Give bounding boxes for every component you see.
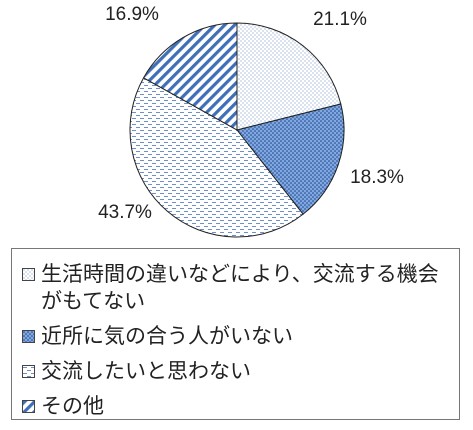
legend-item-1: 生活時間の違いなどにより、交流する機会がもてない (22, 261, 453, 315)
legend-swatch-2 (22, 330, 35, 343)
slice-value-label-2: 18.3% (350, 167, 404, 188)
legend-label-1: 生活時間の違いなどにより、交流する機会がもてない (41, 262, 439, 313)
legend-swatch-3 (22, 365, 35, 378)
legend-label-3: 交流したいと思わない (41, 359, 251, 383)
pie-chart: 21.1% 18.3% 43.7% 16.9% (98, 4, 404, 238)
slice-value-label-4: 16.9% (105, 4, 159, 25)
legend-item-2: 近所に気の合う人がいない (22, 323, 453, 350)
legend-item-3: 交流したいと思わない (22, 358, 453, 385)
pie-slice-1 (236, 22, 342, 131)
pie-slice-2 (236, 103, 345, 215)
slice-value-label-3: 43.7% (98, 202, 152, 223)
legend-label-4: その他 (41, 394, 104, 418)
pie-slice-4 (142, 22, 238, 131)
legend-swatch-1 (22, 268, 35, 281)
legend-label-2: 近所に気の合う人がいない (41, 324, 293, 348)
slice-value-label-1: 21.1% (313, 9, 367, 30)
legend-swatch-4 (22, 400, 35, 413)
chart-legend: 生活時間の違いなどにより、交流する機会がもてない近所に気の合う人がいない 交流した… (11, 248, 460, 420)
pie-slice-3 (129, 77, 304, 238)
legend-item-4: その他 (22, 393, 453, 420)
